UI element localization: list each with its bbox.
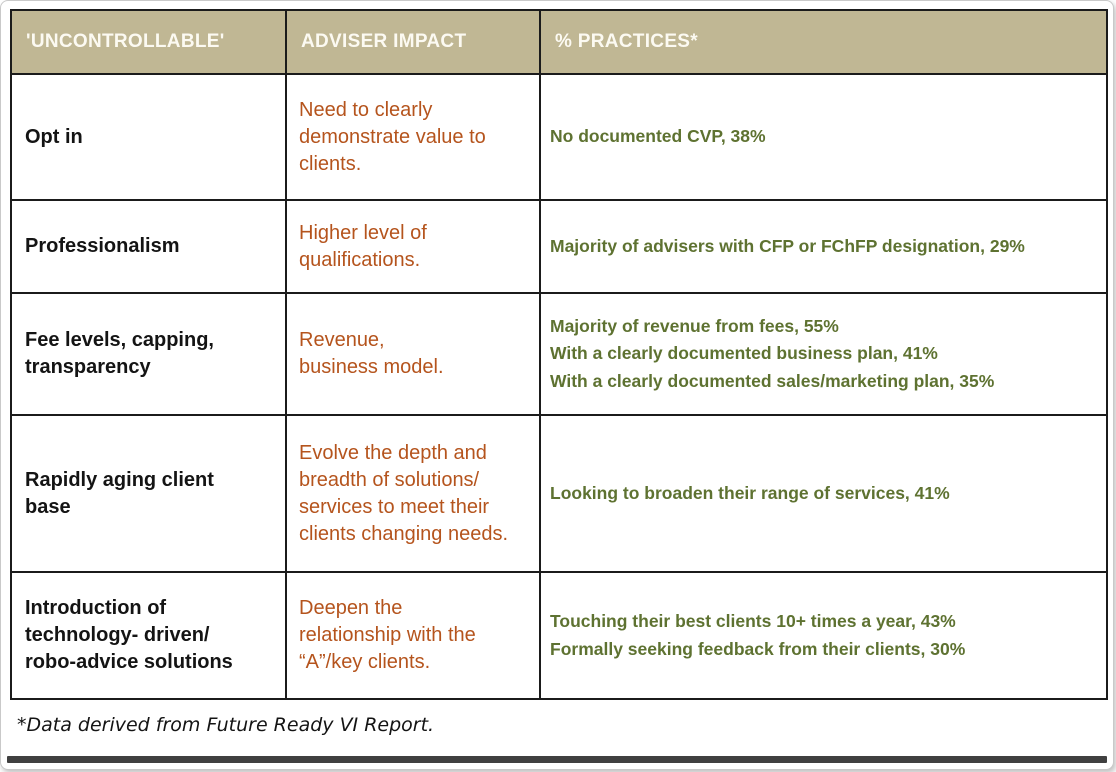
cell-practices: Majority of revenue from fees, 55% With … bbox=[539, 292, 1108, 416]
cell-practices: No documented CVP, 38% bbox=[539, 73, 1108, 201]
table-row-fee-levels: Fee levels, capping, transparency Revenu… bbox=[10, 292, 1108, 416]
cell-adviser-impact: Need to clearly demonstrate value to cli… bbox=[285, 73, 541, 201]
cell-adviser-impact: Revenue, business model. bbox=[285, 292, 541, 416]
header-practices: % PRACTICES* bbox=[539, 9, 1108, 75]
cell-adviser-impact: Evolve the depth and breadth of solution… bbox=[285, 414, 541, 573]
cell-uncontrollable: Introduction of technology- driven/ robo… bbox=[10, 571, 287, 700]
cell-practices: Majority of advisers with CFP or FChFP d… bbox=[539, 199, 1108, 294]
cell-uncontrollable: Opt in bbox=[10, 73, 287, 201]
header-row: 'UNCONTROLLABLE' ADVISER IMPACT % PRACTI… bbox=[10, 9, 1108, 75]
practices-table: 'UNCONTROLLABLE' ADVISER IMPACT % PRACTI… bbox=[10, 9, 1108, 700]
cell-adviser-impact: Higher level of qualifications. bbox=[285, 199, 541, 294]
table-row-robo-advice: Introduction of technology- driven/ robo… bbox=[10, 571, 1108, 700]
cell-practices: Looking to broaden their range of servic… bbox=[539, 414, 1108, 573]
header-adviser-impact: ADVISER IMPACT bbox=[285, 9, 541, 75]
cell-adviser-impact: Deepen the relationship with the “A”/key… bbox=[285, 571, 541, 700]
cell-uncontrollable: Rapidly aging client base bbox=[10, 414, 287, 573]
table-row-professionalism: Professionalism Higher level of qualific… bbox=[10, 199, 1108, 294]
cell-practices: Touching their best clients 10+ times a … bbox=[539, 571, 1108, 700]
bottom-rule-divider bbox=[7, 756, 1107, 763]
footnote: *Data derived from Future Ready VI Repor… bbox=[17, 714, 435, 736]
cell-uncontrollable: Professionalism bbox=[10, 199, 287, 294]
table-row-opt-in: Opt in Need to clearly demonstrate value… bbox=[10, 73, 1108, 201]
cell-uncontrollable: Fee levels, capping, transparency bbox=[10, 292, 287, 416]
table-row-aging-client-base: Rapidly aging client base Evolve the dep… bbox=[10, 414, 1108, 573]
header-uncontrollable: 'UNCONTROLLABLE' bbox=[10, 9, 287, 75]
